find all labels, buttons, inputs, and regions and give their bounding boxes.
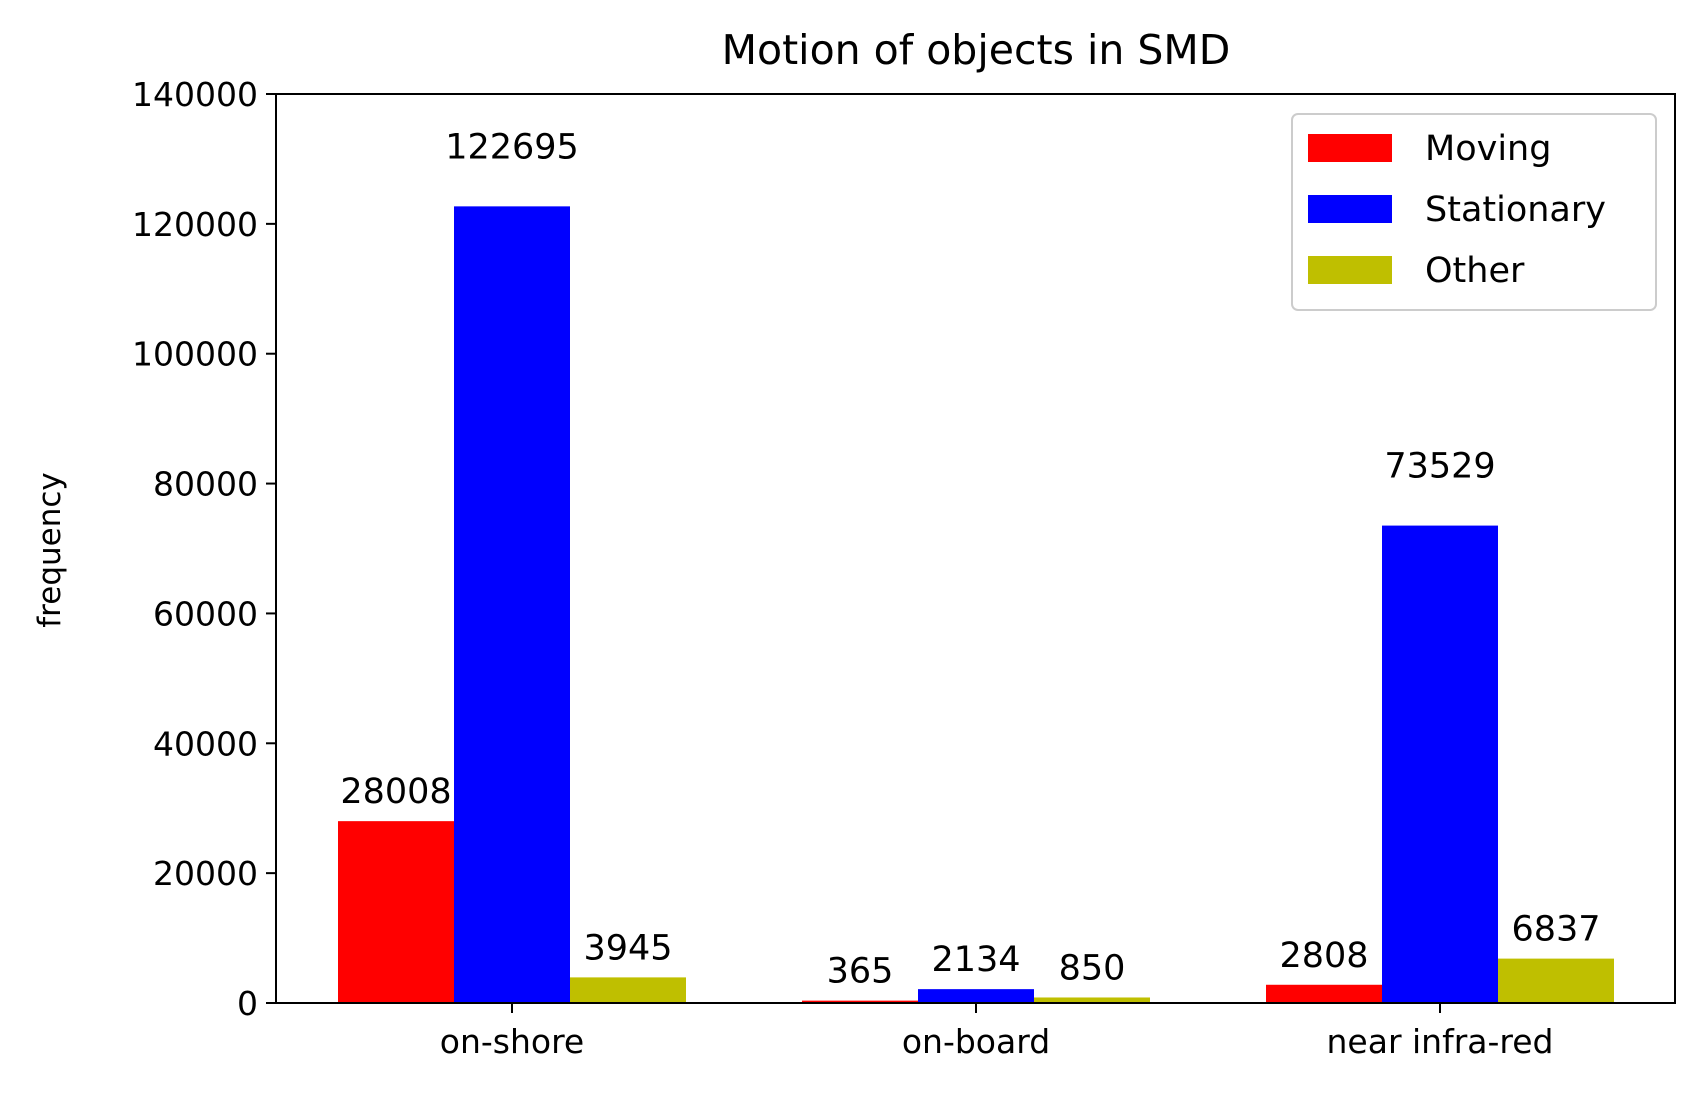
bar-moving-on-shore — [338, 821, 454, 1003]
bar-other-on-shore — [570, 977, 686, 1003]
bar-value-label: 2808 — [1279, 936, 1368, 976]
bar-stationary-near-infra-red — [1382, 525, 1498, 1003]
legend-label-moving: Moving — [1425, 129, 1551, 169]
plot-frame — [275, 93, 1676, 1004]
y-tick-label: 20000 — [153, 854, 258, 893]
bar-stationary-on-board — [918, 989, 1034, 1003]
bar-other-on-board — [1034, 997, 1150, 1003]
x-tick-label: on-board — [902, 1022, 1050, 1061]
y-tick-label: 0 — [237, 984, 258, 1023]
chart-title: Motion of objects in SMD — [722, 26, 1231, 74]
bar-value-label: 73529 — [1384, 447, 1495, 487]
bar-moving-on-board — [802, 1000, 918, 1003]
bar-stationary-on-shore — [454, 206, 570, 1003]
bar-other-near-infra-red — [1498, 958, 1614, 1003]
y-axis-label: frequency — [32, 472, 68, 627]
legend-swatch-moving — [1308, 134, 1392, 162]
y-tick-label: 80000 — [153, 465, 258, 504]
bar-value-label: 2134 — [931, 940, 1020, 980]
bar-value-label: 28008 — [340, 772, 451, 812]
bar-value-label: 365 — [827, 952, 894, 992]
x-tick-label: near infra-red — [1327, 1022, 1554, 1061]
x-tick-label: on-shore — [440, 1022, 584, 1061]
bar-value-label: 6837 — [1511, 910, 1600, 950]
legend: Moving Stationary Other — [1291, 113, 1657, 311]
y-tick-label: 120000 — [132, 205, 258, 244]
bar-value-label: 3945 — [583, 928, 672, 968]
legend-swatch-stationary — [1308, 195, 1392, 223]
y-axis: 0 20000 40000 60000 80000 100000 120000 140000 — [132, 75, 276, 1023]
y-tick-label: 60000 — [153, 594, 258, 633]
value-labels-layer: 28008 365 2808 122695 2134 73529 3945 850 6837 — [340, 127, 1600, 991]
bar-moving-near-infra-red — [1266, 984, 1382, 1003]
legend-label-other: Other — [1425, 251, 1525, 291]
bars-layer — [338, 206, 1614, 1003]
bar-value-label: 122695 — [445, 127, 579, 167]
bar-value-label: 850 — [1059, 948, 1126, 988]
y-tick-label: 140000 — [132, 75, 258, 114]
y-tick-label: 40000 — [153, 724, 258, 763]
legend-swatch-other — [1308, 256, 1392, 284]
legend-label-stationary: Stationary — [1425, 190, 1606, 230]
y-tick-label: 100000 — [132, 335, 258, 374]
x-axis: on-shore on-board near infra-red — [440, 1003, 1554, 1061]
